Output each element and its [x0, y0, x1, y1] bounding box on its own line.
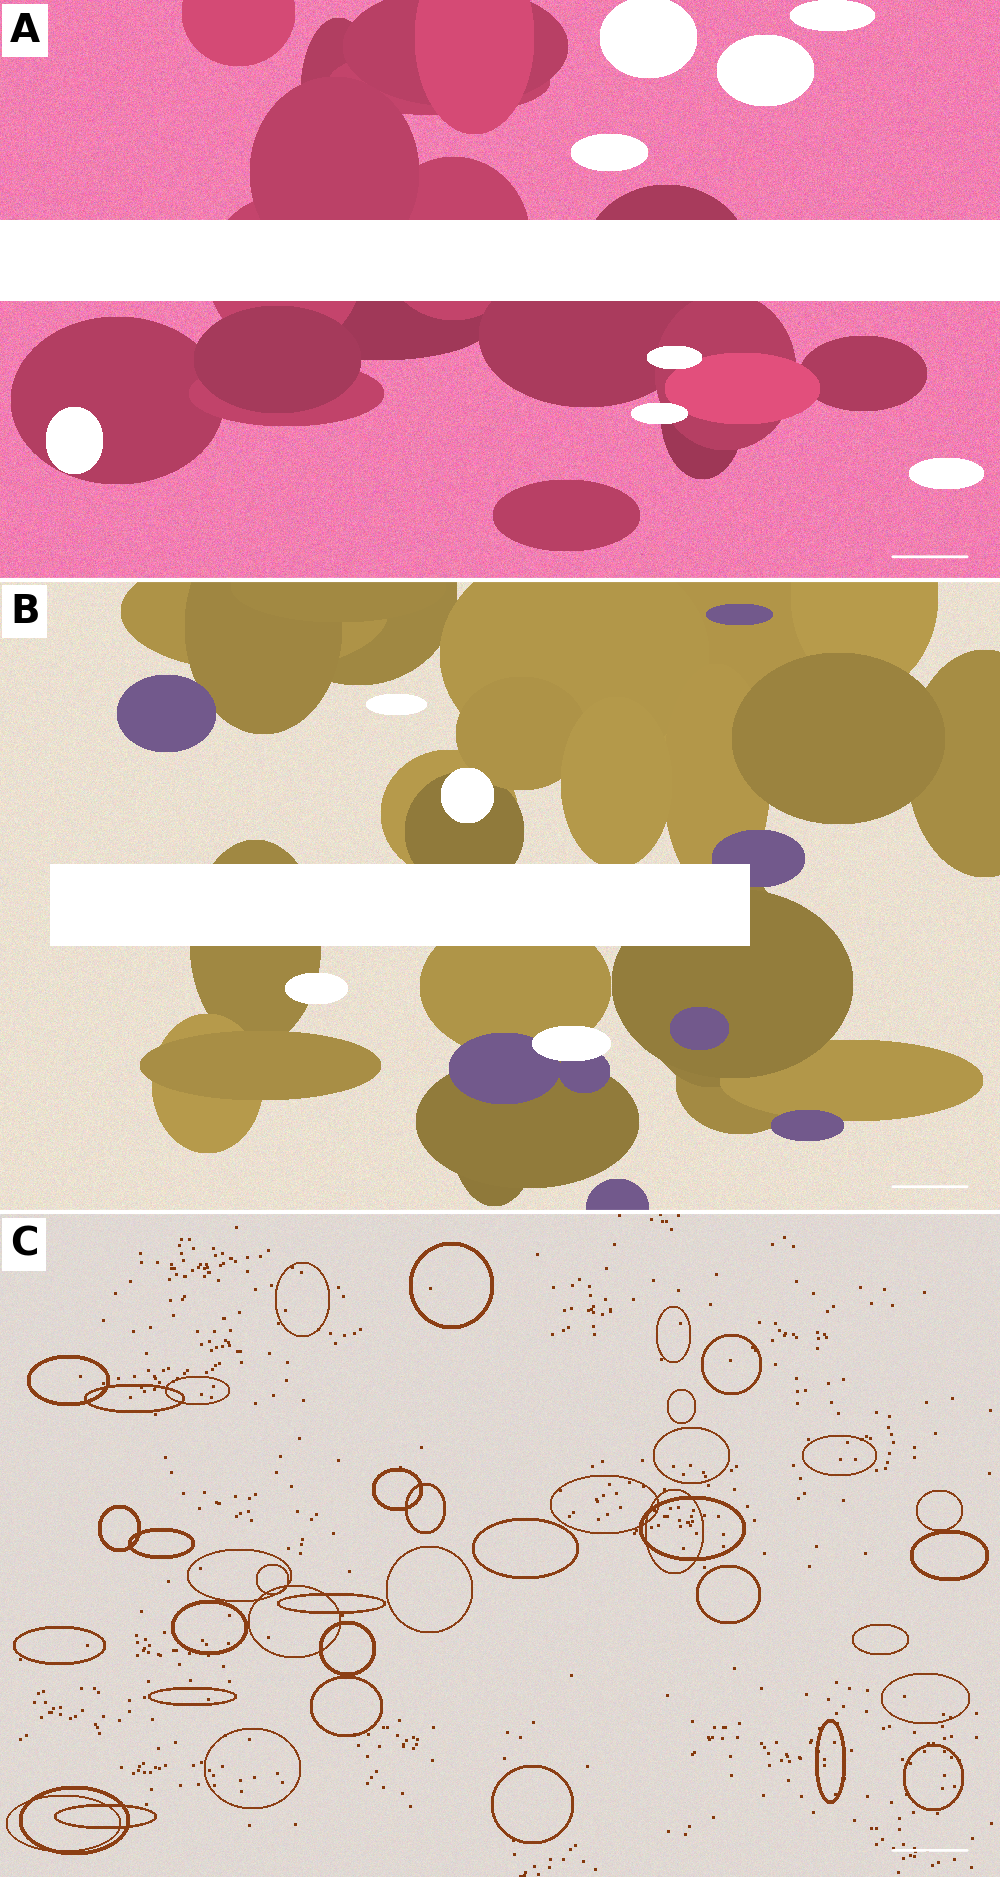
- Text: C: C: [10, 1226, 38, 1263]
- Text: B: B: [10, 593, 40, 631]
- Text: A: A: [10, 11, 40, 49]
